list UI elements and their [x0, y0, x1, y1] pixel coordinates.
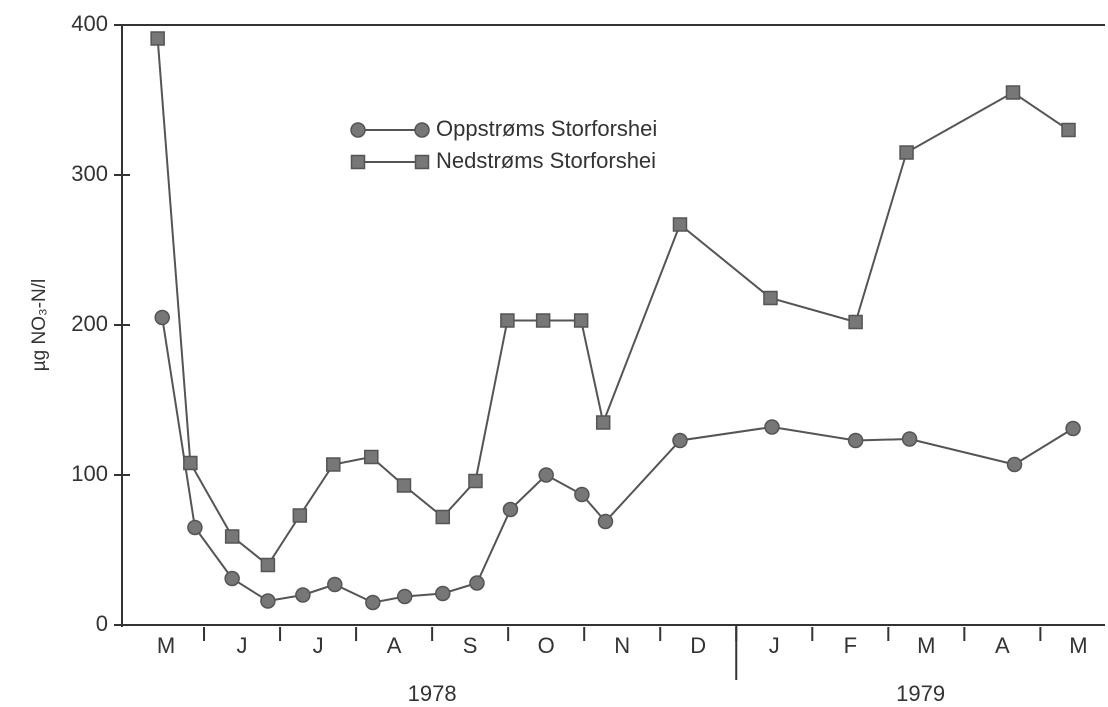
legend-label: Nedstrøms Storforshei [436, 148, 656, 173]
x-tick-label: S [463, 633, 478, 658]
point [435, 509, 451, 525]
x-tick-label: N [614, 633, 630, 658]
point [260, 557, 276, 573]
point [597, 513, 614, 530]
x-tick-label: J [769, 633, 780, 658]
point [327, 576, 343, 593]
point [397, 588, 413, 605]
point [364, 449, 379, 465]
x-tick-label: J [237, 633, 248, 658]
legend-marker [414, 154, 430, 170]
point [326, 457, 341, 472]
x-tick-label: J [313, 633, 324, 658]
point [1065, 420, 1081, 437]
x-tick-label: D [690, 633, 706, 658]
point [899, 145, 914, 160]
x-tick-label: M [157, 633, 175, 658]
x-tick-label: F [844, 633, 857, 658]
point [574, 486, 590, 503]
legend-label: Oppstrøms Storforshei [436, 116, 657, 141]
point [183, 455, 198, 471]
year-label: 1979 [896, 681, 945, 706]
legend-marker [350, 122, 366, 138]
point [224, 570, 240, 587]
point [672, 217, 688, 232]
point [435, 585, 451, 602]
point [500, 313, 515, 328]
x-tick-label: M [917, 633, 935, 658]
y-tick-label: 200 [71, 311, 108, 336]
legend-marker [414, 122, 430, 138]
y-tick-label: 300 [71, 161, 108, 186]
point [538, 467, 554, 483]
point [763, 290, 778, 306]
point [396, 478, 412, 493]
point [295, 587, 311, 603]
point [469, 575, 485, 591]
y-tick-label: 400 [71, 11, 108, 36]
point [1006, 456, 1023, 473]
x-tick-label: A [387, 633, 402, 658]
legend-marker [350, 154, 366, 170]
point [365, 594, 381, 611]
point [848, 314, 863, 330]
series-line [161, 317, 1074, 604]
point [847, 432, 864, 449]
point [573, 313, 589, 328]
point [260, 593, 276, 609]
y-axis-label: µg NO₃-N/l [29, 279, 50, 372]
point [672, 432, 688, 449]
y-tick-label: 100 [71, 461, 108, 486]
series-line [156, 38, 1070, 567]
point [595, 415, 611, 430]
y-tick-label: 0 [96, 611, 108, 636]
point [154, 309, 170, 326]
point [535, 313, 551, 328]
point [764, 419, 780, 435]
point [150, 31, 165, 46]
point [1061, 122, 1076, 138]
point [292, 508, 308, 523]
point [502, 501, 519, 518]
point [1005, 85, 1021, 100]
x-tick-label: O [538, 633, 555, 658]
point [187, 519, 203, 536]
year-label: 1978 [408, 681, 457, 706]
point [901, 431, 918, 447]
x-tick-label: M [1069, 633, 1087, 658]
point [224, 529, 240, 544]
x-tick-label: A [995, 633, 1010, 658]
point [468, 473, 483, 489]
